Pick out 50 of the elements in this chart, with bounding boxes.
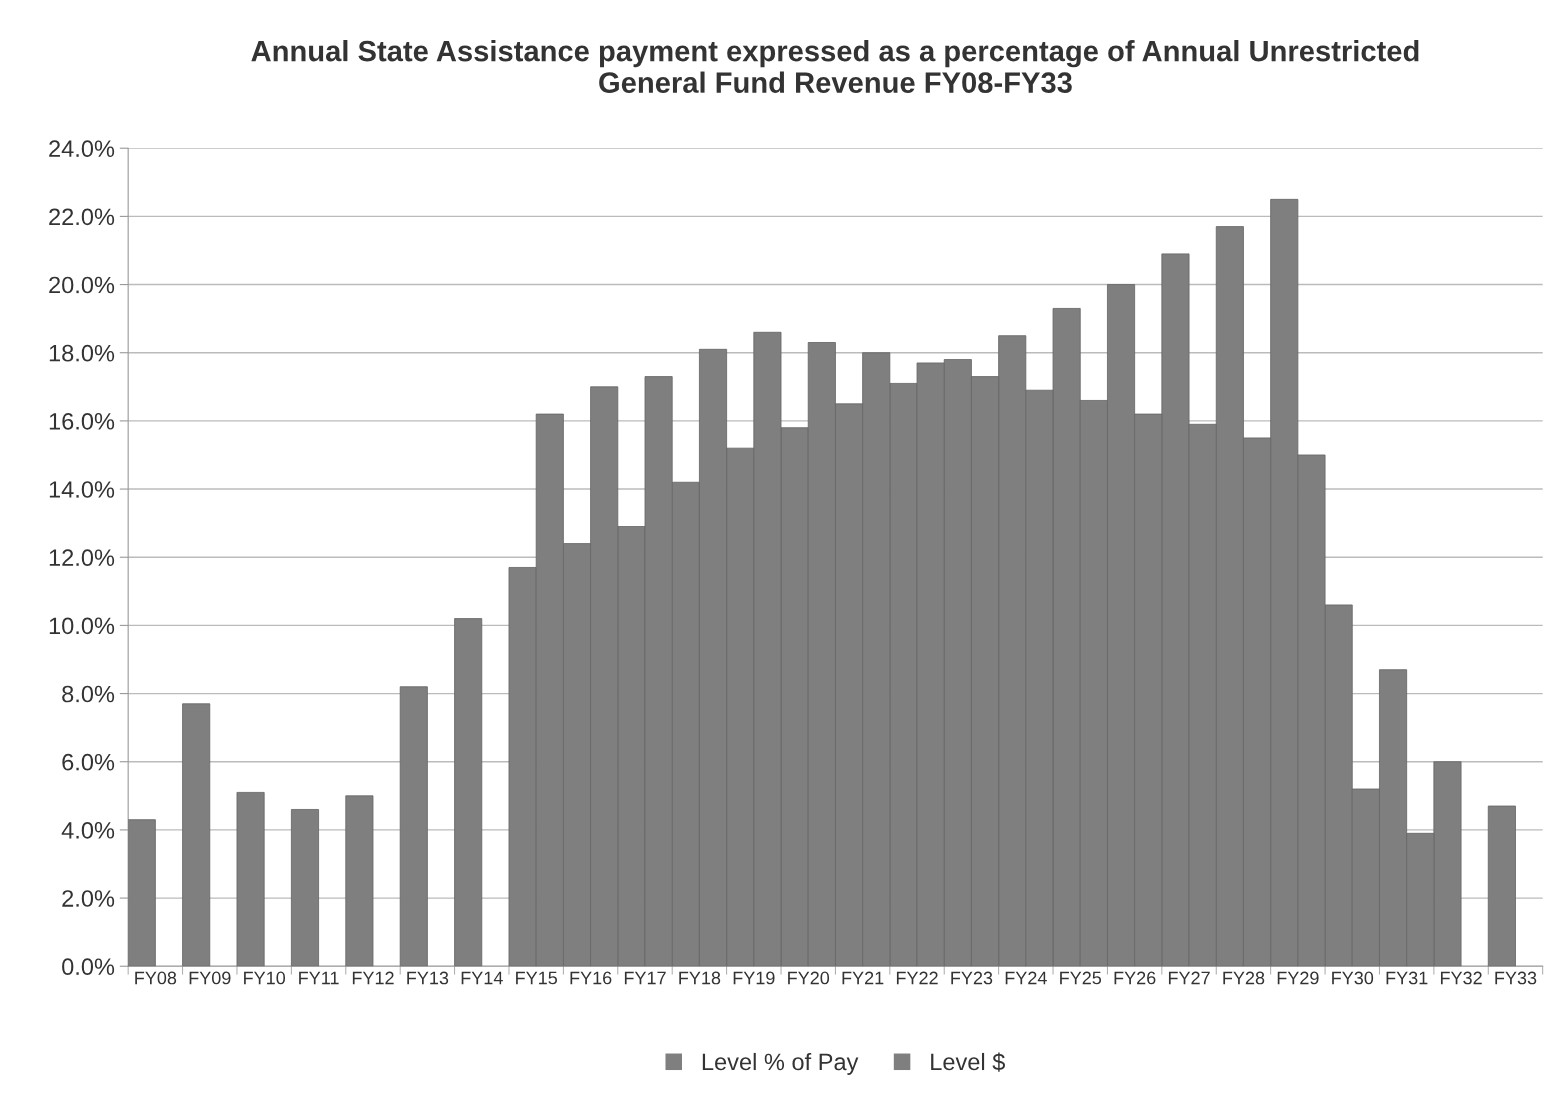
bar [399, 686, 428, 967]
x-tick-label: FY15 [516, 971, 558, 985]
y-tick-label: 22.0% [49, 208, 115, 226]
x-tick-label: FY29 [1277, 971, 1319, 985]
y-tick-label: 10.0% [49, 617, 115, 635]
y-tick-label: 2.0% [62, 890, 115, 907]
x-tick-label: FY23 [951, 971, 993, 985]
y-tick-label: 20.0% [49, 276, 115, 294]
x-tick-label: FY11 [299, 971, 339, 985]
x-tick-label: FY25 [1060, 971, 1102, 985]
x-tick-label: FY21 [842, 971, 884, 985]
x-tick-label: FY28 [1223, 971, 1265, 985]
bar [345, 795, 374, 967]
x-tick-label: FY27 [1168, 971, 1210, 985]
x-tick-label: FY16 [570, 971, 612, 985]
y-tick-label: 16.0% [49, 412, 115, 430]
y-tick-label: 24.0% [49, 140, 115, 158]
legend-label: Level % of Pay [702, 1052, 859, 1075]
x-tick-label: FY26 [1114, 971, 1156, 985]
bar [128, 819, 156, 967]
x-tick-label: FY33 [1495, 971, 1537, 985]
bar [236, 791, 265, 967]
x-tick-label: FY30 [1332, 971, 1374, 985]
x-tick-label: FY13 [407, 971, 449, 985]
bar [290, 809, 319, 967]
chart-title: Annual State Assistance payment expressed as a percentage of Annual Unrestricted General Fund Revenue FY08-FY33 [251, 39, 1419, 93]
x-tick-label: FY18 [679, 971, 721, 985]
x-tick-label: FY17 [624, 971, 666, 985]
x-tick-label: FY09 [189, 971, 231, 985]
y-tick-label: 4.0% [61, 821, 115, 839]
y-tick-label: 14.0% [49, 481, 115, 498]
bar [1487, 805, 1516, 967]
y-tick-label: 8.0% [62, 685, 115, 703]
bar [182, 703, 211, 967]
x-tick-label: FY19 [733, 971, 775, 985]
x-tick-label: FY24 [1005, 971, 1047, 985]
y-tick-label: 0.0% [62, 958, 115, 976]
x-tick-label: FY22 [896, 971, 938, 985]
x-tick-label: FY32 [1440, 971, 1482, 985]
x-tick-label: FY31 [1386, 971, 1428, 985]
bar [454, 618, 483, 967]
x-tick-label: FY14 [461, 971, 503, 985]
x-tick-label: FY10 [244, 971, 286, 985]
x-tick-label: FY08 [135, 971, 177, 985]
y-tick-label: 18.0% [49, 344, 115, 362]
y-tick-label: 12.0% [49, 549, 115, 567]
legend-label: Level $ [931, 1052, 1005, 1072]
y-tick-label: 6.0% [62, 753, 115, 771]
x-tick-label: FY12 [352, 971, 394, 985]
x-tick-label: FY20 [788, 971, 830, 985]
